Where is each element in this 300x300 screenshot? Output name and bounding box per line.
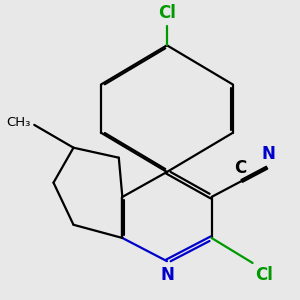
Text: N: N — [262, 145, 276, 163]
Text: CH₃: CH₃ — [7, 116, 31, 129]
Text: C: C — [234, 159, 246, 177]
Text: Cl: Cl — [158, 4, 176, 22]
Text: Cl: Cl — [255, 266, 273, 284]
Text: N: N — [160, 266, 174, 284]
